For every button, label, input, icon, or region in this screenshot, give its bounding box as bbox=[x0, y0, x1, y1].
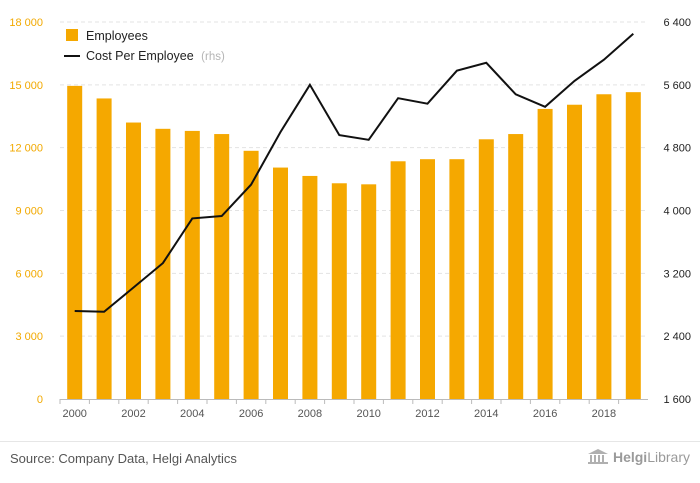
employees-bar bbox=[67, 85, 83, 399]
y-right-tick-label: 4 000 bbox=[663, 206, 691, 218]
employees-bar bbox=[184, 130, 200, 399]
x-tick-label: 2014 bbox=[474, 408, 498, 420]
x-tick-label: 2012 bbox=[415, 408, 439, 420]
y-axis-left: 0 3 000 6 000 9 000 12 000 15 000 18 000 bbox=[9, 17, 43, 406]
employees-bar bbox=[508, 134, 524, 399]
y-axis-right: 1 600 2 400 3 200 4 000 4 800 5 600 6 400 bbox=[663, 17, 691, 406]
employees-bar bbox=[567, 104, 582, 399]
x-tick-label: 2002 bbox=[121, 408, 145, 420]
y-right-tick-label: 3 200 bbox=[663, 268, 691, 280]
employees-bar bbox=[361, 184, 377, 399]
footer-divider bbox=[0, 441, 700, 442]
x-tick-label: 2008 bbox=[298, 408, 322, 420]
logo-text-library: Library bbox=[647, 449, 690, 465]
employees-bar bbox=[126, 122, 141, 400]
legend-employees-swatch bbox=[66, 29, 78, 41]
y-right-tick-label: 2 400 bbox=[663, 331, 691, 343]
gridlines bbox=[60, 21, 648, 337]
employees-bar bbox=[420, 159, 435, 399]
employees-bar bbox=[331, 183, 347, 399]
y-left-tick-label: 6 000 bbox=[15, 268, 43, 280]
employees-bar bbox=[449, 159, 465, 399]
employees-bar bbox=[214, 134, 230, 399]
source-note: Source: Company Data, Helgi Analytics bbox=[10, 451, 237, 466]
legend-employees-label: Employees bbox=[86, 29, 148, 43]
y-left-tick-label: 3 000 bbox=[15, 331, 43, 343]
cost-per-employee-line bbox=[74, 33, 634, 313]
y-right-tick-label: 4 800 bbox=[663, 143, 691, 155]
x-tick-label: 2006 bbox=[239, 408, 263, 420]
legend-cost-label: Cost Per Employee (rhs) bbox=[86, 49, 225, 63]
y-left-tick-label: 0 bbox=[37, 394, 43, 406]
y-left-tick-label: 15 000 bbox=[9, 80, 43, 92]
x-axis-ticks: 2000 2002 2004 2006 2008 2010 2012 2014 2016 2018 bbox=[59, 399, 620, 420]
library-building-icon bbox=[587, 449, 608, 464]
y-left-tick-label: 18 000 bbox=[9, 17, 43, 29]
employees-bar bbox=[273, 167, 288, 399]
employees-bar bbox=[243, 150, 259, 399]
employees-bar bbox=[302, 175, 318, 399]
y-right-tick-label: 1 600 bbox=[663, 394, 691, 406]
employees-bar bbox=[596, 94, 612, 399]
employees-bar bbox=[537, 108, 553, 400]
legend-cost-note: (rhs) bbox=[201, 51, 225, 63]
y-left-tick-label: 12 000 bbox=[9, 143, 43, 155]
employees-bar bbox=[478, 139, 494, 400]
legend-cost-name: Cost Per Employee bbox=[86, 49, 194, 63]
employees-bars bbox=[67, 85, 641, 400]
chart: 2000 2002 2004 2006 2008 2010 2012 2014 2016 2018… bbox=[9, 17, 691, 420]
x-tick-label: 2016 bbox=[533, 408, 557, 420]
helgi-library-logo[interactable]: Helgi Library bbox=[587, 449, 690, 465]
y-right-tick-label: 6 400 bbox=[663, 17, 691, 29]
x-tick-label: 2018 bbox=[592, 408, 616, 420]
employees-bar bbox=[390, 161, 406, 399]
legend: Employees Cost Per Employee (rhs) bbox=[64, 29, 225, 63]
x-tick-label: 2010 bbox=[356, 408, 380, 420]
x-tick-label: 2000 bbox=[62, 408, 86, 420]
employees-bar bbox=[96, 98, 112, 400]
employees-bar bbox=[625, 92, 641, 400]
y-right-tick-label: 5 600 bbox=[663, 80, 691, 92]
logo-text-helgi: Helgi bbox=[612, 449, 648, 465]
y-left-tick-label: 9 000 bbox=[15, 206, 43, 218]
x-tick-label: 2004 bbox=[180, 408, 204, 420]
